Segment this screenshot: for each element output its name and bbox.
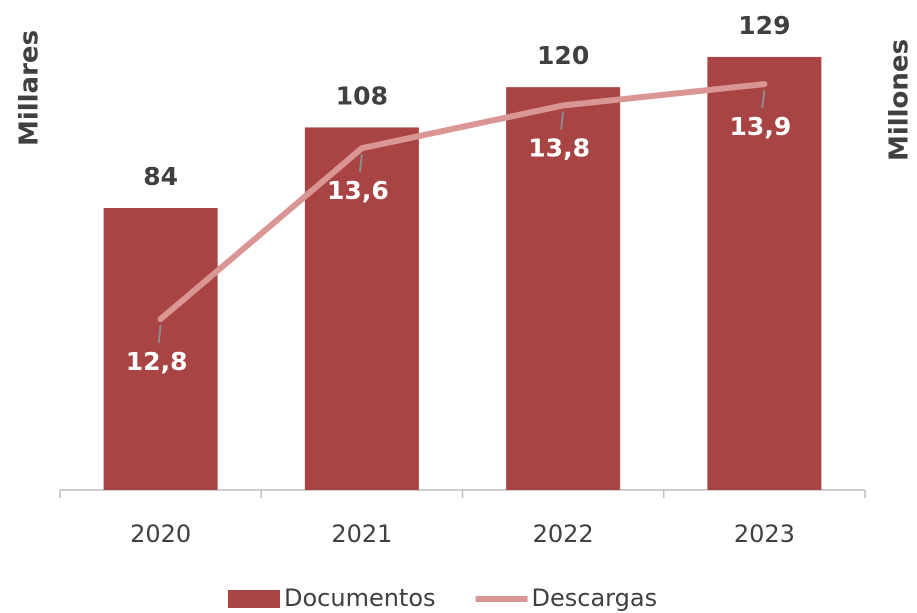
y-axis-title: Millares	[15, 30, 45, 146]
line-value-label: 12,8	[126, 347, 188, 376]
leader-line	[358, 154, 363, 173]
bar-value-label: 108	[336, 81, 388, 110]
leader-line	[157, 324, 162, 344]
bar	[506, 87, 621, 491]
x-tick-label: 2023	[734, 520, 795, 548]
legend-label: Descargas	[532, 584, 658, 612]
x-tick-label: 2020	[130, 520, 191, 548]
x-tick-label: 2022	[533, 520, 594, 548]
line-value-label: 13,8	[528, 133, 590, 162]
bar	[707, 56, 822, 491]
y2-axis-title: Millones	[885, 39, 915, 161]
legend-label: Documentos	[284, 584, 436, 612]
legend-swatch	[228, 590, 280, 608]
line	[157, 81, 768, 323]
bar-value-label: 129	[738, 11, 790, 40]
bar-value-label: 84	[143, 162, 178, 191]
leader-line	[761, 89, 766, 109]
x-tick-label: 2021	[331, 520, 392, 548]
leader-line	[560, 111, 565, 130]
bar	[103, 208, 218, 490]
bar-value-label: 120	[537, 41, 589, 70]
line-value-label: 13,6	[327, 176, 389, 205]
line-value-label: 13,9	[730, 112, 792, 141]
bar	[304, 127, 419, 490]
